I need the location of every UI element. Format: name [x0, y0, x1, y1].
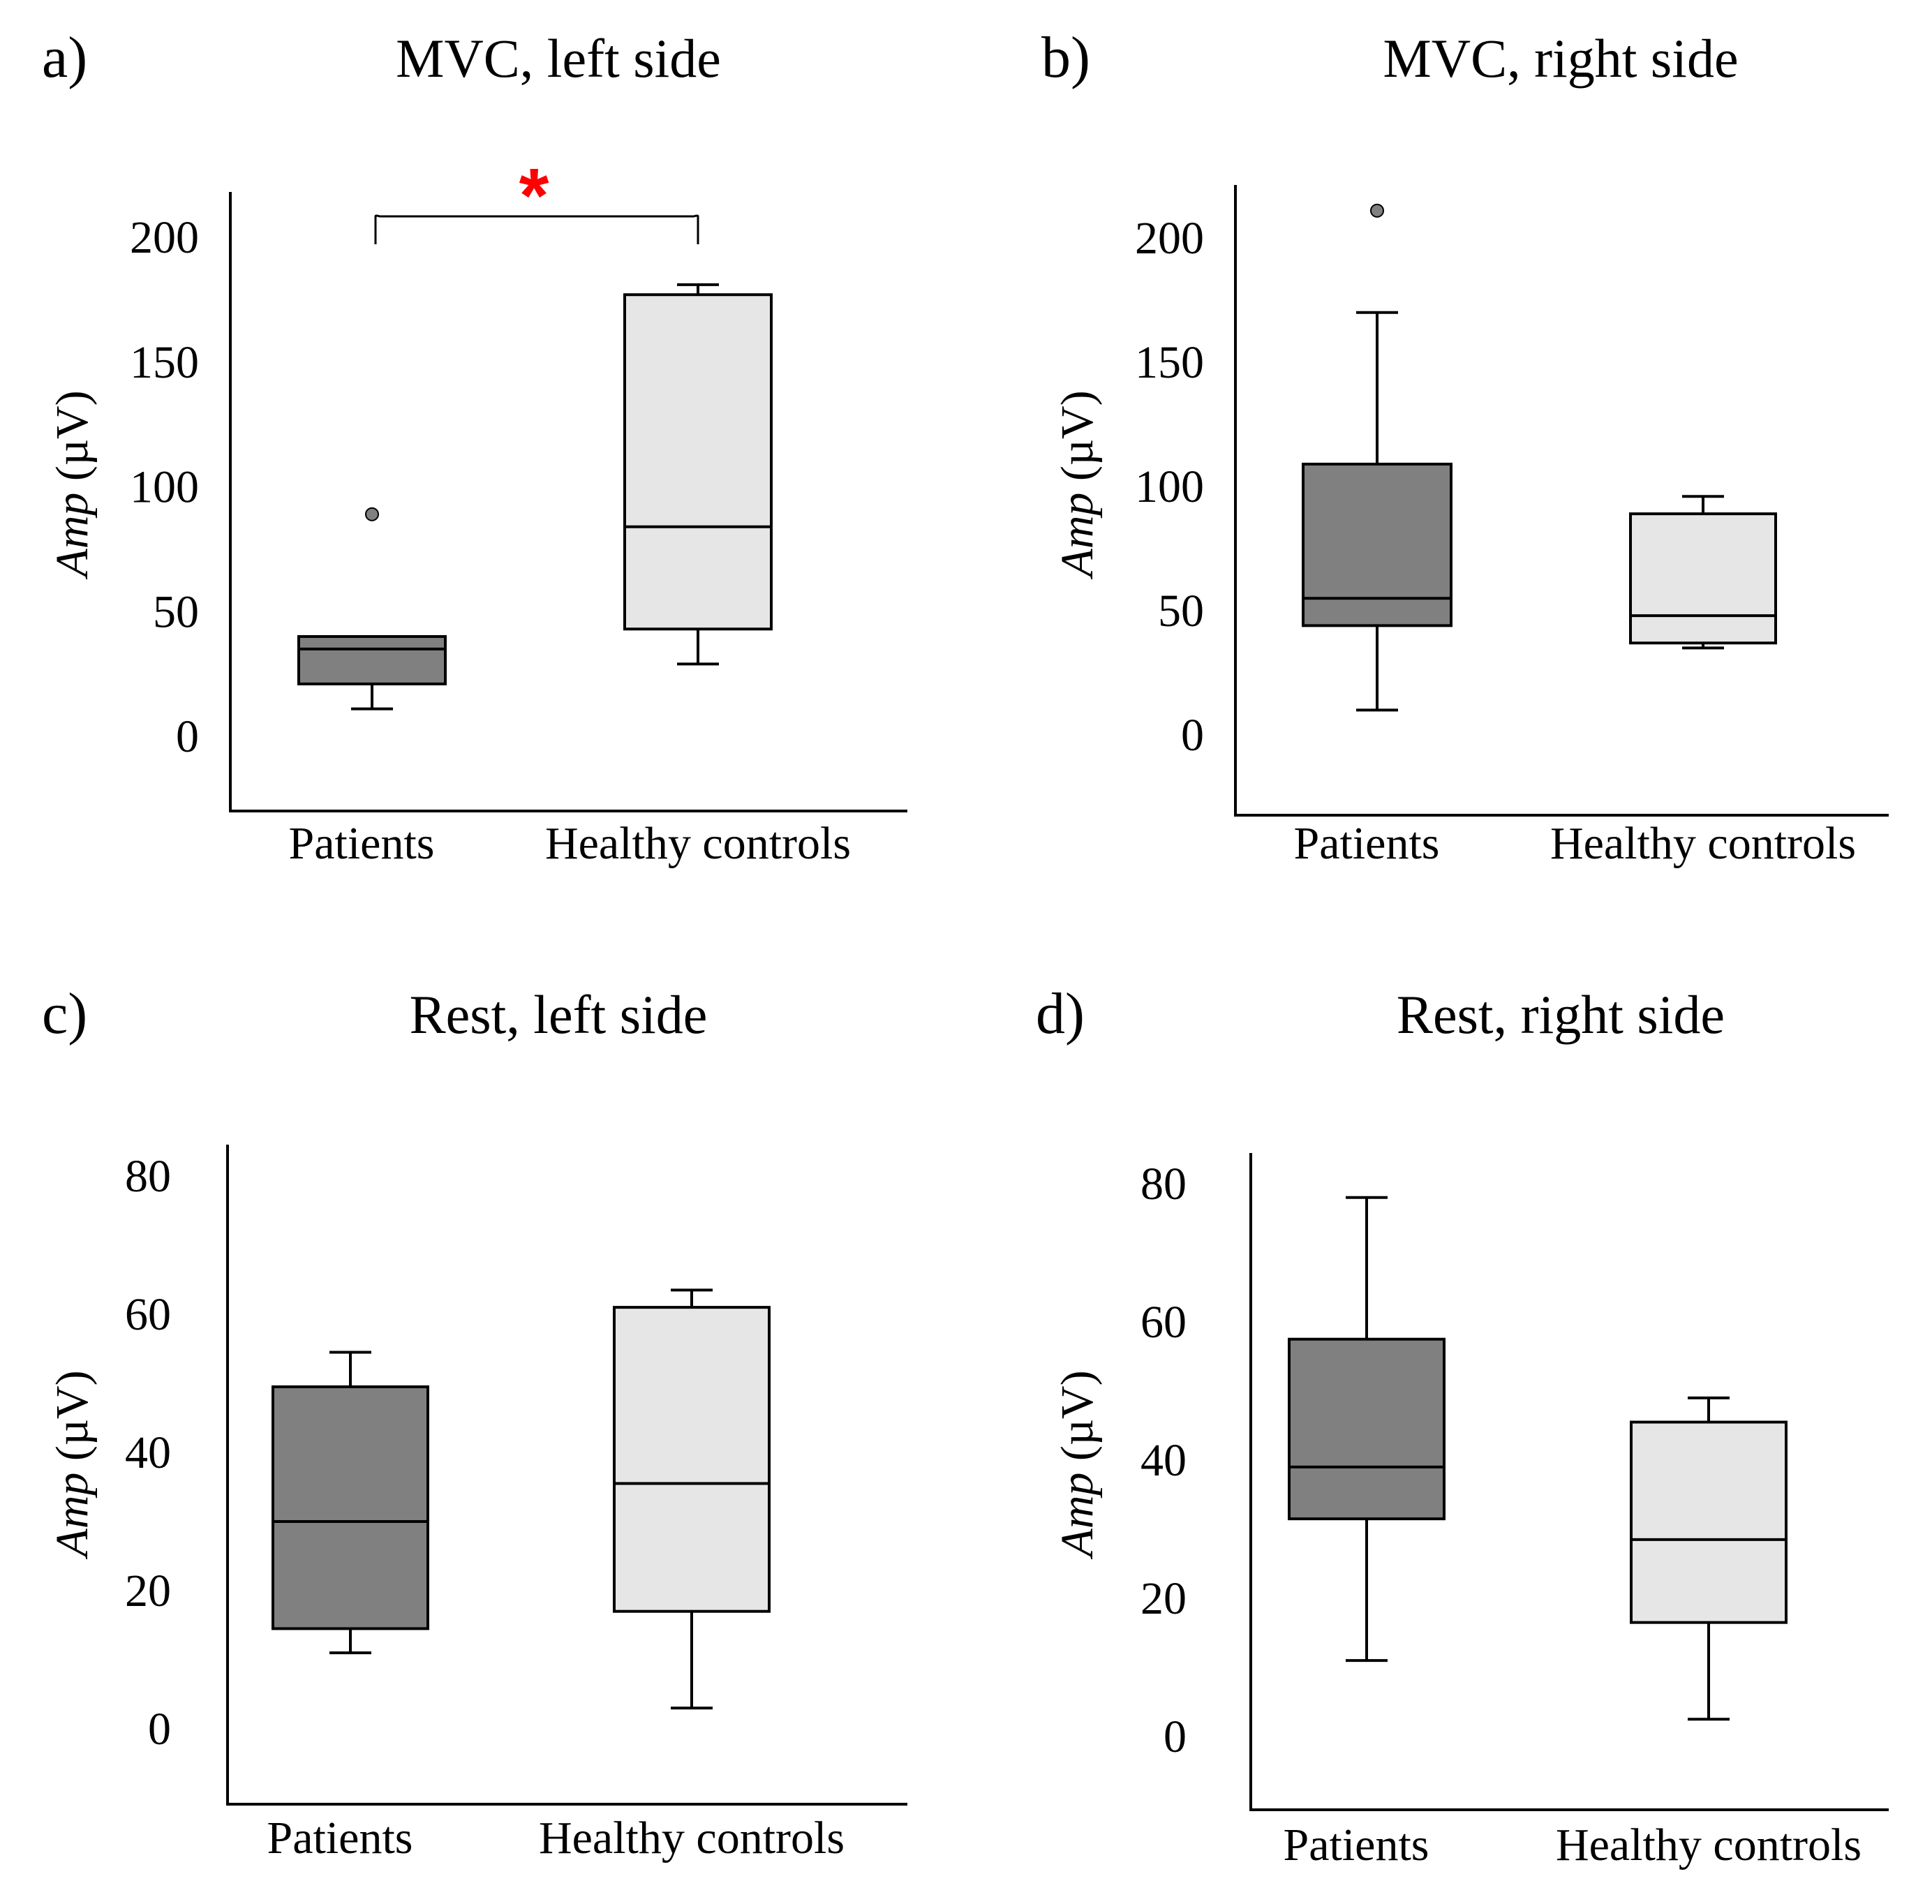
significance-bracket — [374, 214, 699, 244]
y-tick-label: 150 — [130, 337, 199, 388]
chart-panel-c: c) Rest, left side 0 20 40 60 80 Amp (µV) Patien… — [42, 981, 907, 1864]
chart-panel-a: a) MVC, left side 0 50 100 150 200 Amp (µV) Pati… — [42, 25, 907, 869]
chart-title: Rest, right side — [1397, 984, 1725, 1045]
box-healthy-controls — [1630, 1396, 1788, 1721]
chart-panel-b: b) MVC, right side 0 50 100 150 200 Amp (µV) Pat… — [1041, 25, 1889, 869]
x-category-label: Healthy controls — [539, 1813, 845, 1864]
x-category-label: Healthy controls — [1550, 818, 1856, 869]
y-tick-label: 200 — [1135, 213, 1204, 264]
box-patients — [1288, 1196, 1446, 1663]
box-patients — [1302, 203, 1452, 712]
outlier-point — [365, 507, 379, 521]
x-category-label: Patients — [1294, 818, 1440, 869]
box-iqr — [297, 635, 447, 685]
x-category-label: Patients — [1284, 1820, 1429, 1870]
y-axis-label: Amp (µV) — [1052, 1370, 1103, 1559]
y-tick-label: 0 — [176, 711, 199, 762]
x-category-label: Healthy controls — [545, 818, 851, 869]
y-axis-label-unit: (µV) — [1052, 1370, 1103, 1472]
box-iqr — [1288, 1337, 1446, 1521]
y-axis-label-unit: (µV) — [47, 1370, 98, 1472]
y-tick-label: 0 — [1181, 710, 1204, 761]
x-category-label: Healthy controls — [1556, 1820, 1862, 1870]
y-axis-label-italic: Amp — [47, 493, 98, 580]
y-tick-label: 80 — [1140, 1159, 1187, 1210]
y-tick-label: 60 — [125, 1289, 171, 1340]
y-tick-label: 200 — [130, 212, 199, 263]
box-patients — [272, 1351, 429, 1655]
y-tick-label: 0 — [1164, 1711, 1187, 1762]
panel-label: b) — [1041, 25, 1090, 90]
y-tick-label: 80 — [125, 1151, 171, 1202]
y-tick-label: 20 — [125, 1565, 171, 1616]
outlier-point — [1370, 203, 1384, 218]
box-iqr — [613, 1306, 771, 1613]
panel-label: d) — [1036, 981, 1085, 1046]
y-tick-label: 0 — [148, 1704, 171, 1755]
y-tick-label: 50 — [153, 586, 199, 637]
x-category-label: Patients — [267, 1813, 413, 1864]
y-tick-label: 50 — [1158, 586, 1204, 637]
y-tick-label: 100 — [130, 462, 199, 513]
y-tick-label: 60 — [1140, 1297, 1187, 1348]
panel-label: a) — [42, 25, 87, 90]
chart-title: MVC, left side — [396, 28, 721, 89]
y-axis-label: Amp (µV) — [1052, 390, 1103, 579]
box-patients — [297, 507, 447, 711]
box-iqr — [1629, 512, 1777, 645]
box-healthy-controls — [1629, 495, 1777, 650]
y-axis-label-italic: Amp — [47, 1473, 98, 1560]
panel-label: c) — [42, 981, 87, 1046]
y-tick-label: 100 — [1135, 461, 1204, 512]
chart-title: MVC, right side — [1383, 28, 1738, 89]
y-tick-label: 40 — [125, 1427, 171, 1478]
box-iqr — [1302, 462, 1452, 627]
box-iqr — [272, 1385, 429, 1630]
box-iqr — [623, 293, 773, 631]
y-tick-label: 150 — [1135, 337, 1204, 388]
box-healthy-controls — [623, 283, 773, 666]
y-axis-label-italic: Amp — [1052, 1473, 1103, 1560]
y-tick-label: 40 — [1140, 1435, 1187, 1486]
y-axis-label: Amp (µV) — [47, 1370, 98, 1559]
box-iqr — [1630, 1420, 1788, 1624]
y-axis-label-unit: (µV) — [47, 390, 98, 492]
y-axis-label-italic: Amp — [1052, 493, 1103, 580]
chart-title: Rest, left side — [410, 984, 708, 1045]
y-axis-label: Amp (µV) — [47, 390, 98, 579]
y-tick-label: 20 — [1140, 1573, 1187, 1624]
chart-panel-d: d) Rest, right side 0 20 40 60 80 Amp (µV) Patie… — [1036, 981, 1889, 1870]
y-axis-label-unit: (µV) — [1052, 390, 1103, 492]
x-category-label: Patients — [289, 818, 435, 869]
box-healthy-controls — [613, 1288, 771, 1710]
significance-asterisk: * — [519, 153, 549, 239]
